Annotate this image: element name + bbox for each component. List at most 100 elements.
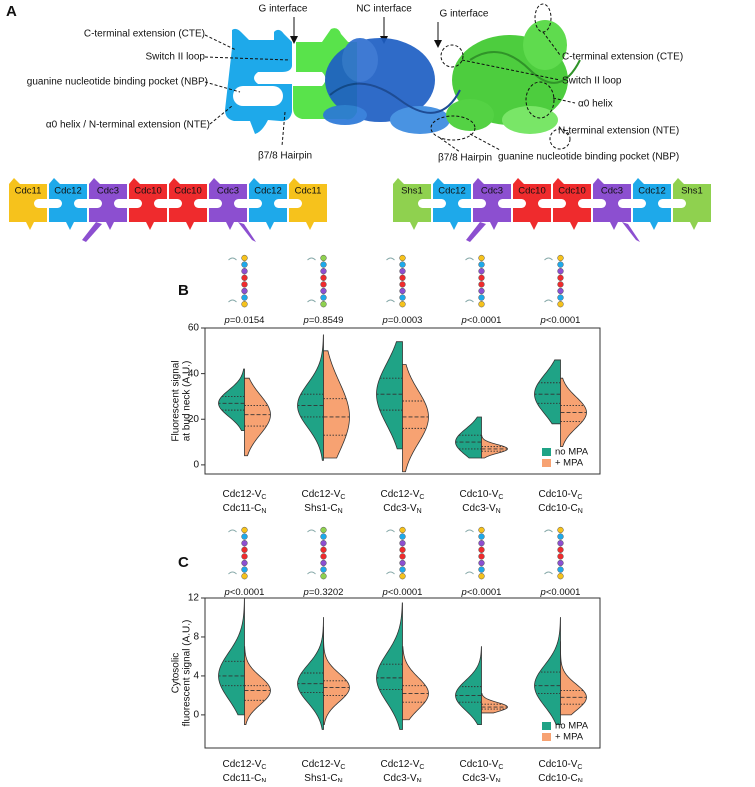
tail	[622, 222, 640, 242]
tail	[466, 222, 486, 242]
legend-label: + MPA	[555, 732, 584, 743]
violin	[376, 602, 403, 730]
p-value: p<0.0001	[461, 315, 502, 326]
bead-icon	[557, 559, 564, 567]
bead-icon	[399, 261, 406, 268]
filament-subunit	[289, 178, 327, 230]
bead-icon	[478, 533, 485, 540]
filament-subunit	[553, 178, 591, 230]
bead-icon	[399, 566, 406, 573]
bead-icon	[241, 546, 248, 553]
interface-label: G interface	[259, 4, 308, 15]
x-tick-label: Cdc10-VC	[539, 759, 583, 771]
bead-icon	[478, 546, 485, 553]
interface-label: NC interface	[356, 4, 412, 15]
legend-swatch	[542, 733, 551, 741]
y-tick-label: 12	[188, 593, 200, 604]
bead-tag	[465, 257, 474, 303]
label: β7/8 Hairpin	[438, 153, 492, 164]
violin	[218, 597, 245, 716]
subunit-label: Cdc12	[254, 186, 281, 197]
label: N-terminal extension (NTE)	[558, 126, 679, 137]
x-tick-label: Cdc10-CN	[538, 773, 583, 782]
tail	[82, 222, 102, 242]
bead-icon	[241, 540, 248, 547]
violin	[402, 646, 429, 721]
bead-tag	[544, 529, 553, 575]
bead-icon	[320, 573, 327, 580]
bead-icon	[399, 559, 406, 567]
filament-subunit	[49, 178, 87, 230]
bead-icon	[478, 294, 485, 301]
violin	[376, 341, 403, 450]
bead-icon	[320, 553, 327, 560]
y-axis-label: at bud neck (A.U.)	[182, 361, 193, 442]
bead-icon	[557, 546, 564, 553]
p-value: p=0.8549	[303, 315, 344, 326]
subunit-label: Cdc3	[601, 186, 623, 197]
bead-icon	[241, 553, 248, 560]
x-tick-label: Cdc12-VC	[302, 759, 346, 771]
bead-icon	[478, 287, 485, 295]
y-axis-label: fluorescent signal (A.U.)	[182, 620, 193, 727]
slot	[658, 199, 686, 208]
y-tick-label: 8	[193, 632, 199, 643]
x-tick-label: Cdc12-VC	[381, 489, 425, 501]
protein-structure	[323, 20, 581, 134]
legend-label: no MPA	[555, 721, 589, 732]
bead-icon	[241, 254, 248, 262]
bead-icon	[320, 566, 327, 573]
bead-icon	[557, 573, 564, 580]
p-value: p<0.0001	[382, 587, 423, 598]
bead-icon	[557, 533, 564, 540]
label: Switch II loop	[146, 52, 206, 63]
subunit-label: Cdc10	[134, 186, 161, 197]
bead-icon	[557, 526, 564, 534]
x-tick-label: Shs1-CN	[304, 773, 342, 782]
bead-icon	[557, 540, 564, 547]
filament-subunit	[169, 178, 207, 230]
bead-icon	[320, 526, 327, 534]
bead-icon	[320, 287, 327, 295]
subunit-label: Shs1	[401, 186, 423, 197]
y-tick-label: 4	[193, 671, 199, 682]
filament-subunit	[393, 178, 431, 230]
bead-icon	[478, 573, 485, 580]
x-tick-label: Cdc12-VC	[223, 489, 267, 501]
bead-icon	[241, 559, 248, 567]
subunit-label: Cdc3	[97, 186, 119, 197]
bead-icon	[241, 533, 248, 540]
bead-icon	[241, 287, 248, 295]
bead-tag	[386, 257, 395, 303]
filament-subunit	[129, 178, 167, 230]
subunit-label: Cdc11	[295, 186, 322, 197]
subunit-label: Cdc10	[558, 186, 585, 197]
bead-tag	[465, 529, 474, 575]
x-tick-label: Cdc10-VC	[460, 759, 504, 771]
bead-icon	[557, 268, 564, 275]
subunit-label: Cdc10	[518, 186, 545, 197]
slot	[234, 199, 262, 208]
violin	[534, 359, 561, 425]
x-tick-label: Cdc10-VC	[460, 489, 504, 501]
bead-icon	[320, 559, 327, 567]
bead-icon	[241, 261, 248, 268]
violin	[297, 617, 324, 730]
panel-letter: A	[6, 3, 17, 20]
bead-icon	[320, 268, 327, 275]
bead-icon	[478, 274, 485, 281]
bead-icon	[320, 540, 327, 547]
violin	[455, 416, 482, 459]
y-axis-label: Fluorescent signal	[171, 360, 182, 441]
bead-icon	[241, 294, 248, 301]
tail	[238, 222, 256, 242]
p-value: p=0.3202	[303, 587, 344, 598]
violin	[402, 364, 429, 473]
bead-icon	[557, 261, 564, 268]
bead-icon	[320, 261, 327, 268]
y-tick-label: 60	[188, 323, 200, 334]
bead-icon	[557, 566, 564, 573]
label: α0 helix / N-terminal extension (NTE)	[46, 120, 210, 131]
filament-subunit	[9, 178, 47, 230]
